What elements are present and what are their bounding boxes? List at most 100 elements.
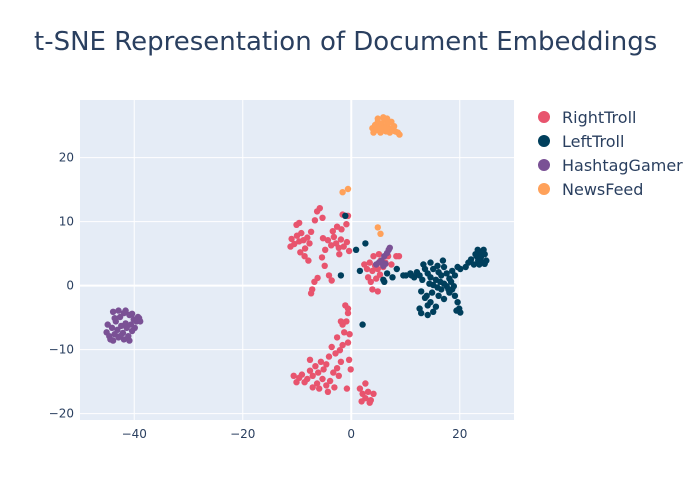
- data-point: [336, 347, 344, 354]
- data-point: [344, 305, 352, 312]
- x-tick-label: 20: [452, 427, 467, 441]
- data-point: [346, 331, 353, 338]
- data-point: [107, 336, 114, 343]
- data-point: [457, 265, 464, 273]
- y-tick-label: −10: [49, 343, 74, 357]
- y-tick-label: −20: [49, 407, 74, 421]
- data-point: [319, 235, 327, 242]
- data-point: [359, 321, 366, 328]
- data-point: [316, 205, 323, 212]
- data-point: [358, 398, 365, 405]
- data-point: [419, 276, 426, 283]
- data-point: [454, 299, 461, 306]
- data-point: [418, 288, 425, 295]
- data-point: [388, 261, 395, 268]
- data-point: [324, 237, 332, 244]
- data-point: [434, 262, 441, 269]
- data-point: [324, 388, 332, 395]
- data-point: [418, 309, 425, 317]
- data-point: [325, 353, 333, 360]
- data-point: [322, 246, 329, 253]
- legend-item-righttroll[interactable]: RightTroll: [538, 108, 636, 127]
- legend-item-hashtaggamer[interactable]: HashtagGamer: [538, 156, 683, 175]
- data-point: [305, 257, 312, 264]
- data-point: [313, 380, 321, 387]
- data-point: [420, 261, 427, 268]
- data-point: [317, 358, 325, 365]
- data-point: [338, 226, 345, 233]
- data-point: [430, 308, 437, 315]
- data-point: [435, 292, 442, 299]
- data-point: [307, 228, 315, 235]
- data-point: [427, 259, 434, 266]
- data-point: [393, 265, 400, 273]
- data-point: [331, 384, 338, 391]
- data-point: [408, 272, 415, 279]
- data-point: [116, 333, 124, 340]
- data-point: [478, 249, 486, 257]
- data-point: [426, 280, 433, 287]
- data-point: [343, 385, 351, 392]
- legend-marker: [538, 183, 550, 195]
- data-point: [380, 262, 387, 269]
- data-point: [337, 272, 345, 279]
- data-point: [437, 278, 444, 285]
- data-point: [427, 299, 434, 306]
- data-point: [476, 261, 483, 268]
- data-point: [343, 221, 350, 228]
- legend-marker: [538, 159, 550, 171]
- data-point: [329, 228, 336, 235]
- data-point: [298, 229, 305, 237]
- data-point: [386, 244, 393, 251]
- data-point: [340, 243, 347, 250]
- data-point: [293, 379, 300, 386]
- data-point: [328, 277, 335, 284]
- plot-area: [80, 100, 514, 420]
- data-point: [319, 214, 326, 221]
- legend[interactable]: RightTroll LeftTroll HashtagGamer NewsFeed: [538, 108, 683, 199]
- series-righttroll: [287, 205, 403, 406]
- grid-lines: [80, 100, 514, 420]
- legend-marker: [538, 111, 550, 123]
- legend-label: HashtagGamer: [562, 156, 683, 175]
- data-point: [307, 290, 315, 297]
- data-point: [342, 212, 349, 219]
- data-point: [366, 259, 373, 266]
- data-point: [330, 233, 338, 241]
- data-point: [306, 356, 314, 363]
- data-point: [326, 377, 334, 385]
- data-point: [304, 234, 311, 241]
- legend-label: NewsFeed: [562, 180, 643, 199]
- data-point: [344, 339, 352, 346]
- data-point: [301, 245, 309, 252]
- data-point: [325, 272, 333, 279]
- data-point: [111, 315, 118, 322]
- data-point: [352, 246, 360, 253]
- data-point: [395, 253, 403, 260]
- data-point: [364, 388, 372, 395]
- data-point: [328, 242, 335, 249]
- data-point: [318, 254, 326, 261]
- data-point: [366, 399, 373, 406]
- data-point: [312, 363, 319, 370]
- data-point: [381, 278, 388, 285]
- data-point: [453, 307, 460, 314]
- data-point: [390, 123, 398, 130]
- data-point: [330, 369, 337, 376]
- data-point: [374, 224, 381, 231]
- data-point: [362, 380, 369, 387]
- data-point: [423, 292, 430, 299]
- data-point: [443, 270, 450, 277]
- data-point: [345, 356, 353, 363]
- data-point: [370, 390, 377, 397]
- data-point: [306, 240, 313, 247]
- data-point: [385, 119, 392, 127]
- data-point: [356, 385, 364, 392]
- data-point: [306, 367, 314, 374]
- data-point: [370, 253, 377, 260]
- data-point: [439, 257, 447, 264]
- legend-item-newsfeed[interactable]: NewsFeed: [538, 180, 643, 199]
- legend-item-lefttroll[interactable]: LeftTroll: [538, 132, 624, 151]
- chart-title: t-SNE Representation of Document Embeddi…: [34, 27, 657, 57]
